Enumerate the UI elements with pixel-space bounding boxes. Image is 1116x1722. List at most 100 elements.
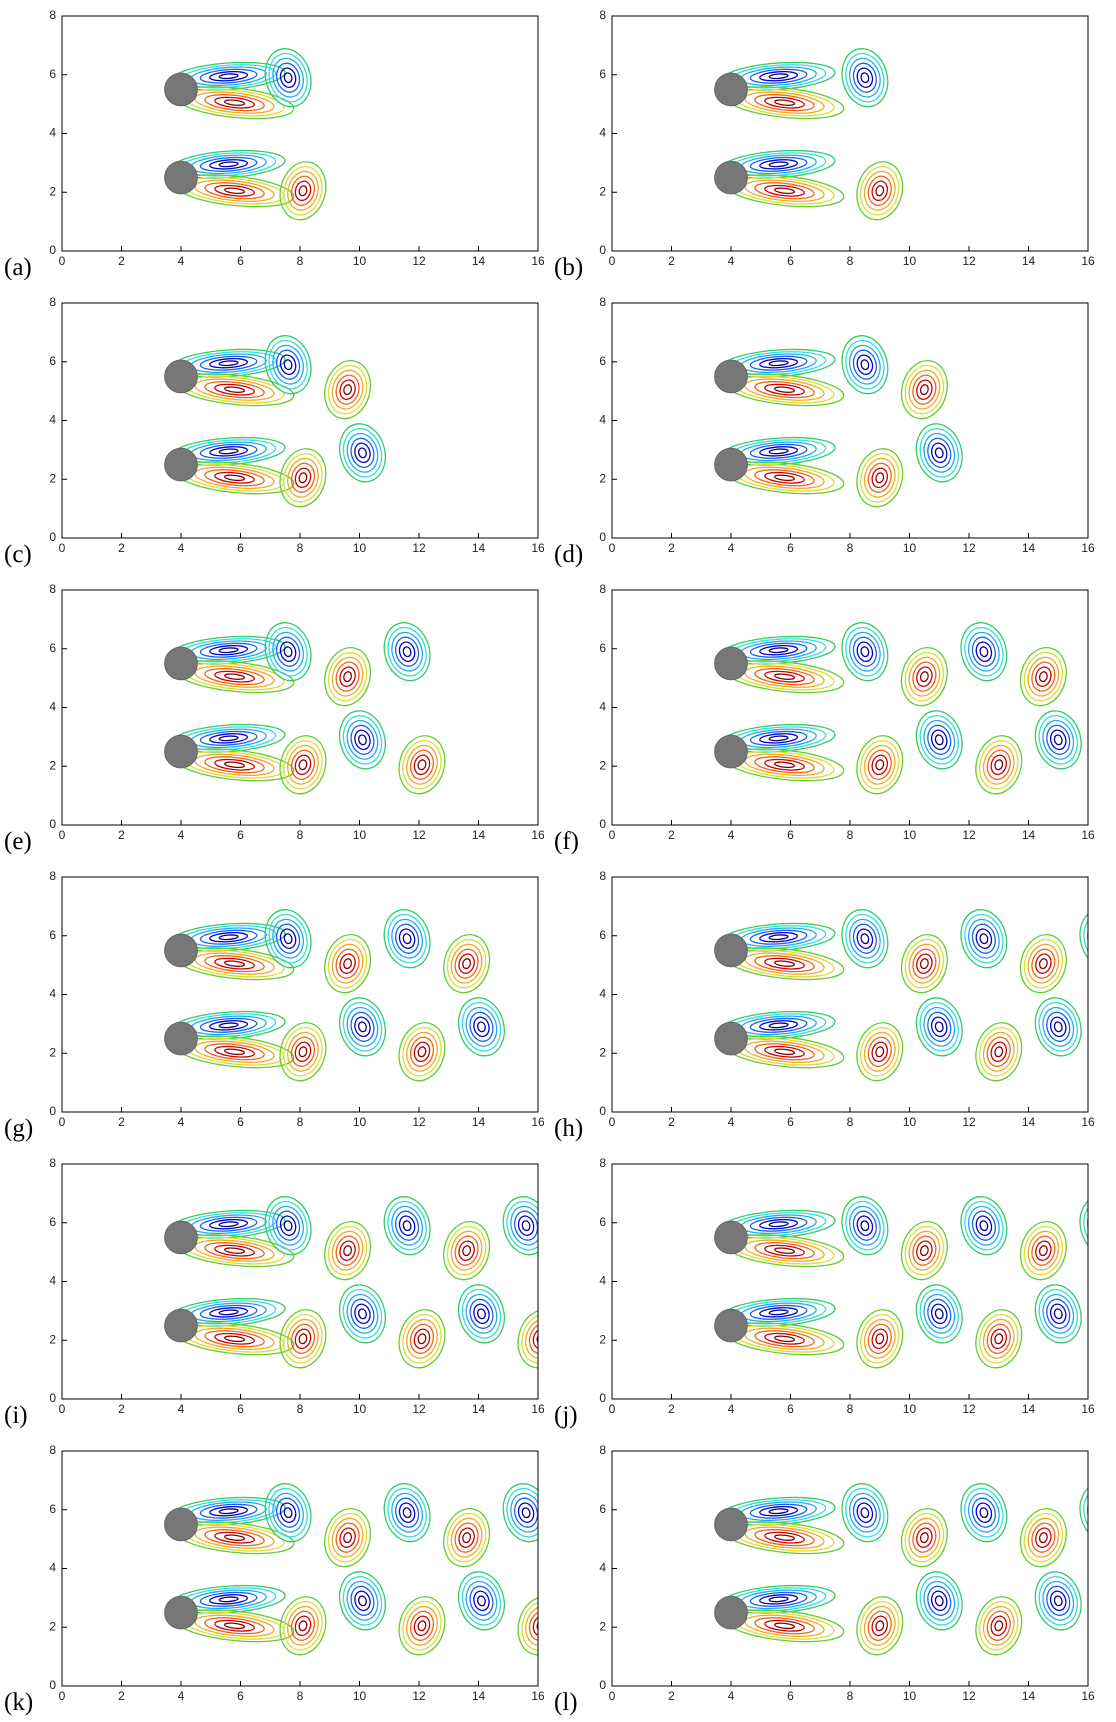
contour: [919, 1002, 959, 1052]
contour: [1108, 1614, 1116, 1637]
contour: [413, 754, 431, 776]
contour: [764, 1244, 805, 1257]
contour: [290, 1610, 316, 1641]
contour: [927, 437, 952, 468]
contour: [759, 1307, 799, 1318]
panel: 0 2 4 6 8 10 12 14 16 0 2 4 6 8 (a): [4, 8, 545, 281]
contour: [856, 354, 874, 375]
contour: [283, 359, 293, 371]
contour: [218, 161, 239, 168]
x-tick-label: 12: [412, 828, 426, 842]
contour: [923, 1006, 956, 1047]
contour: [904, 938, 945, 989]
contour: [1027, 943, 1060, 984]
contour: [774, 474, 796, 482]
contour: [218, 735, 239, 742]
contour: [764, 758, 805, 771]
contour: [1042, 1580, 1075, 1621]
contour: [335, 948, 360, 979]
contour: [283, 72, 293, 84]
contour: [218, 1596, 239, 1603]
contour: [342, 1576, 383, 1626]
contour: [383, 1483, 431, 1543]
contour: [209, 931, 249, 943]
cylinder: [164, 160, 198, 195]
contour: [1046, 1298, 1071, 1329]
contour: [734, 1236, 835, 1265]
y-tick-label: 6: [599, 641, 606, 655]
contour: [774, 1048, 796, 1056]
contour: [387, 1487, 427, 1538]
contour: [204, 1330, 265, 1348]
x-tick-label: 2: [118, 541, 125, 555]
contour: [1089, 1592, 1116, 1660]
contour: [860, 1027, 900, 1077]
contour: [279, 354, 297, 375]
contour: [867, 175, 892, 206]
contour: [342, 1002, 383, 1052]
contour: [1079, 1196, 1088, 1256]
contour: [184, 1611, 285, 1640]
contour: [283, 740, 323, 790]
contour: [413, 1328, 431, 1350]
y-tick-label: 6: [49, 928, 56, 942]
x-tick-label: 10: [353, 828, 367, 842]
contour: [324, 1221, 372, 1281]
cylinder: [164, 1507, 198, 1542]
contour: [283, 453, 323, 503]
contour: [279, 1022, 327, 1082]
contour: [209, 446, 249, 457]
contour: [209, 1307, 249, 1318]
y-tick-label: 8: [599, 869, 606, 883]
contour: [749, 156, 808, 172]
x-tick-label: 6: [787, 1689, 794, 1703]
y-tick-label: 0: [49, 817, 56, 831]
contour: [391, 1205, 423, 1246]
contour: [279, 448, 327, 508]
x-tick-label: 12: [962, 254, 976, 268]
contour: [398, 928, 416, 949]
contour: [774, 673, 796, 680]
contour: [1035, 1527, 1052, 1548]
contour: [224, 1247, 246, 1254]
y-tick-label: 4: [49, 700, 56, 714]
contour: [749, 1503, 808, 1519]
cylinder: [714, 359, 748, 394]
contour: [214, 1332, 255, 1345]
x-tick-label: 12: [962, 1115, 976, 1129]
contour: [871, 180, 889, 202]
contour: [1035, 666, 1052, 687]
contour: [457, 1571, 505, 1631]
y-tick-label: 0: [599, 243, 606, 257]
contour: [734, 662, 835, 691]
contour: [759, 733, 799, 744]
contour: [276, 636, 301, 667]
panel: 0 2 4 6 8 10 12 14 16 0 2 4 6 8 (e): [4, 582, 545, 855]
contour: [214, 184, 255, 197]
contour: [218, 1221, 239, 1228]
contour: [912, 661, 937, 692]
contour: [338, 710, 386, 770]
contour: [343, 384, 353, 396]
contour: [283, 646, 293, 658]
contour: [290, 749, 316, 780]
contour: [276, 1210, 301, 1241]
contour: [1042, 1006, 1075, 1047]
x-tick-label: 0: [609, 1115, 616, 1129]
contour: [417, 1333, 427, 1345]
y-tick-label: 2: [599, 1619, 606, 1633]
contour: [204, 1617, 265, 1635]
contour: [387, 626, 427, 677]
contour: [218, 1022, 239, 1029]
y-tick-label: 2: [599, 1045, 606, 1059]
contour: [915, 1571, 963, 1631]
contour: [402, 933, 412, 945]
panel: 0 2 4 6 8 10 12 14 16 0 2 4 6 8 (d): [554, 295, 1095, 568]
contours: [714, 335, 963, 508]
x-tick-label: 16: [531, 1402, 545, 1416]
contour: [930, 1590, 948, 1612]
contour: [457, 997, 505, 1057]
contour: [749, 443, 808, 459]
contour: [268, 913, 308, 964]
contour: [294, 1328, 312, 1350]
